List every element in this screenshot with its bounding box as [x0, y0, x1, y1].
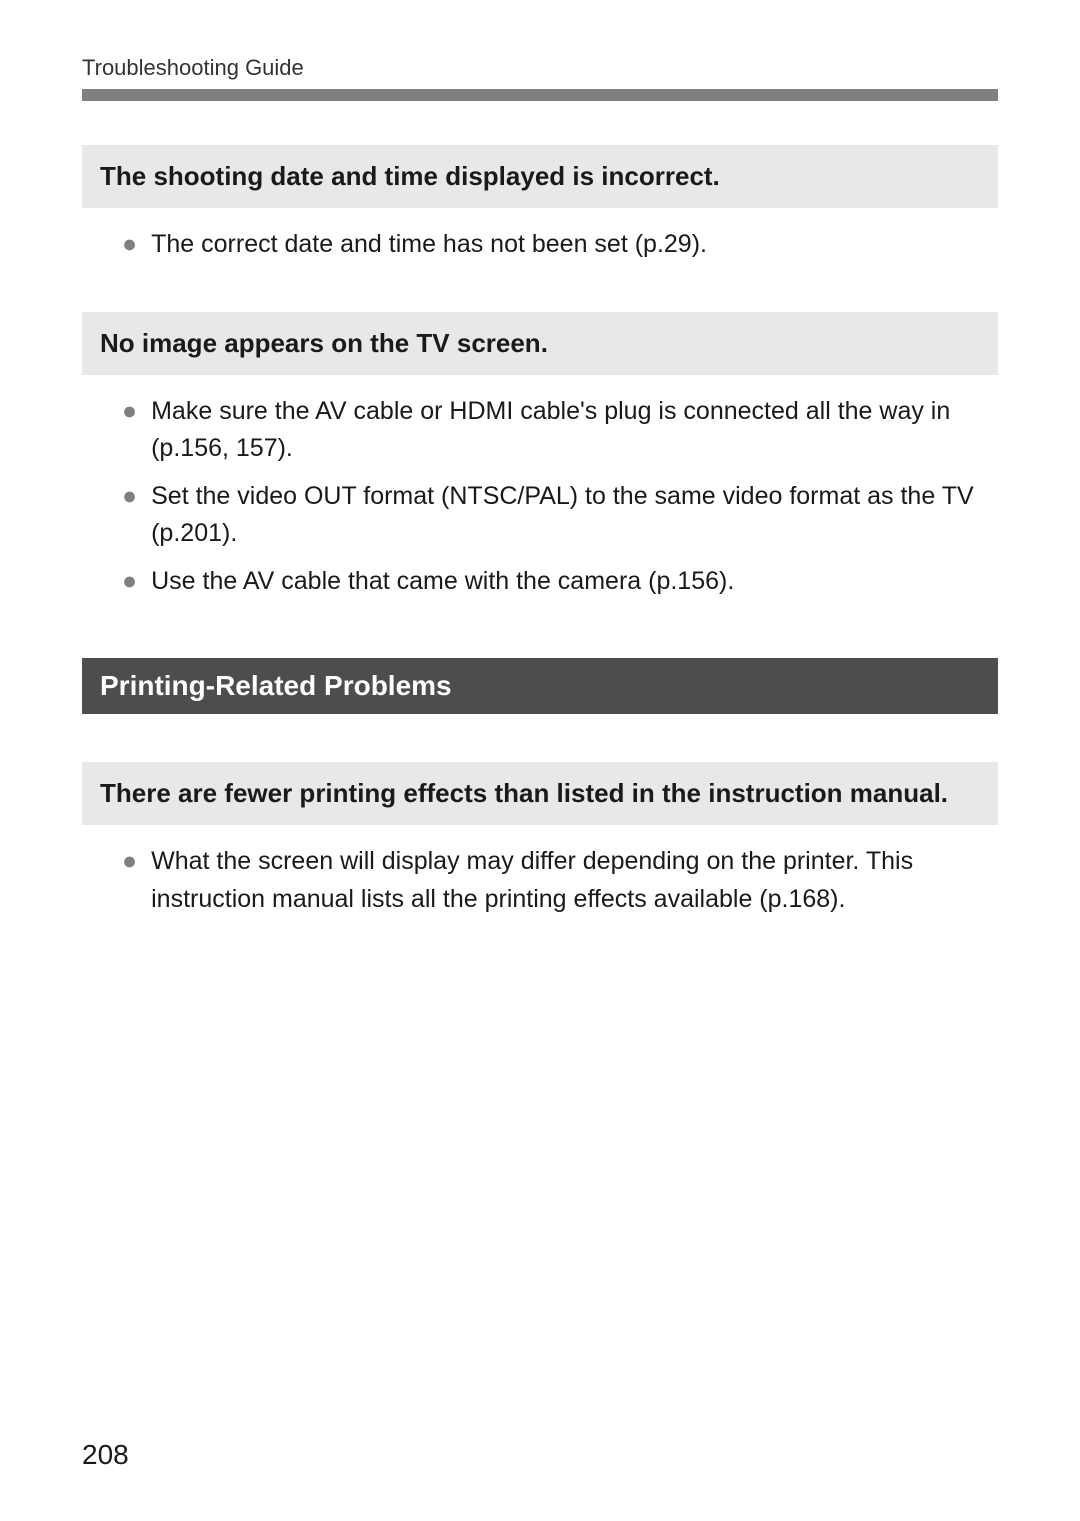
bullet-text: What the screen will display may differ …: [151, 843, 998, 918]
bullet-text: Make sure the AV cable or HDMI cable's p…: [151, 393, 998, 468]
bullet-item: ● Make sure the AV cable or HDMI cable's…: [122, 393, 998, 468]
bullet-marker-icon: ●: [122, 393, 137, 431]
bullet-list: ● What the screen will display may diffe…: [82, 843, 998, 918]
issue-box-date-time: The shooting date and time displayed is …: [82, 145, 998, 208]
bullet-marker-icon: ●: [122, 563, 137, 601]
bullet-list: ● The correct date and time has not been…: [82, 226, 998, 264]
bullet-item: ● What the screen will display may diffe…: [122, 843, 998, 918]
bullet-text: Use the AV cable that came with the came…: [151, 563, 998, 601]
issue-box-printing-effects: There are fewer printing effects than li…: [82, 762, 998, 825]
bullet-item: ● Use the AV cable that came with the ca…: [122, 563, 998, 601]
bullet-text: Set the video OUT format (NTSC/PAL) to t…: [151, 478, 998, 553]
bullet-marker-icon: ●: [122, 843, 137, 881]
bullet-list: ● Make sure the AV cable or HDMI cable's…: [82, 393, 998, 601]
bullet-text: The correct date and time has not been s…: [151, 226, 998, 264]
section-header-printing: Printing-Related Problems: [82, 658, 998, 714]
page-header-title: Troubleshooting Guide: [0, 0, 1080, 81]
page-number: 208: [82, 1439, 129, 1471]
bullet-item: ● The correct date and time has not been…: [122, 226, 998, 264]
bullet-marker-icon: ●: [122, 478, 137, 516]
content-area: The shooting date and time displayed is …: [0, 145, 1080, 918]
bullet-item: ● Set the video OUT format (NTSC/PAL) to…: [122, 478, 998, 553]
bullet-marker-icon: ●: [122, 226, 137, 264]
header-bar: [82, 89, 998, 101]
issue-box-no-image-tv: No image appears on the TV screen.: [82, 312, 998, 375]
